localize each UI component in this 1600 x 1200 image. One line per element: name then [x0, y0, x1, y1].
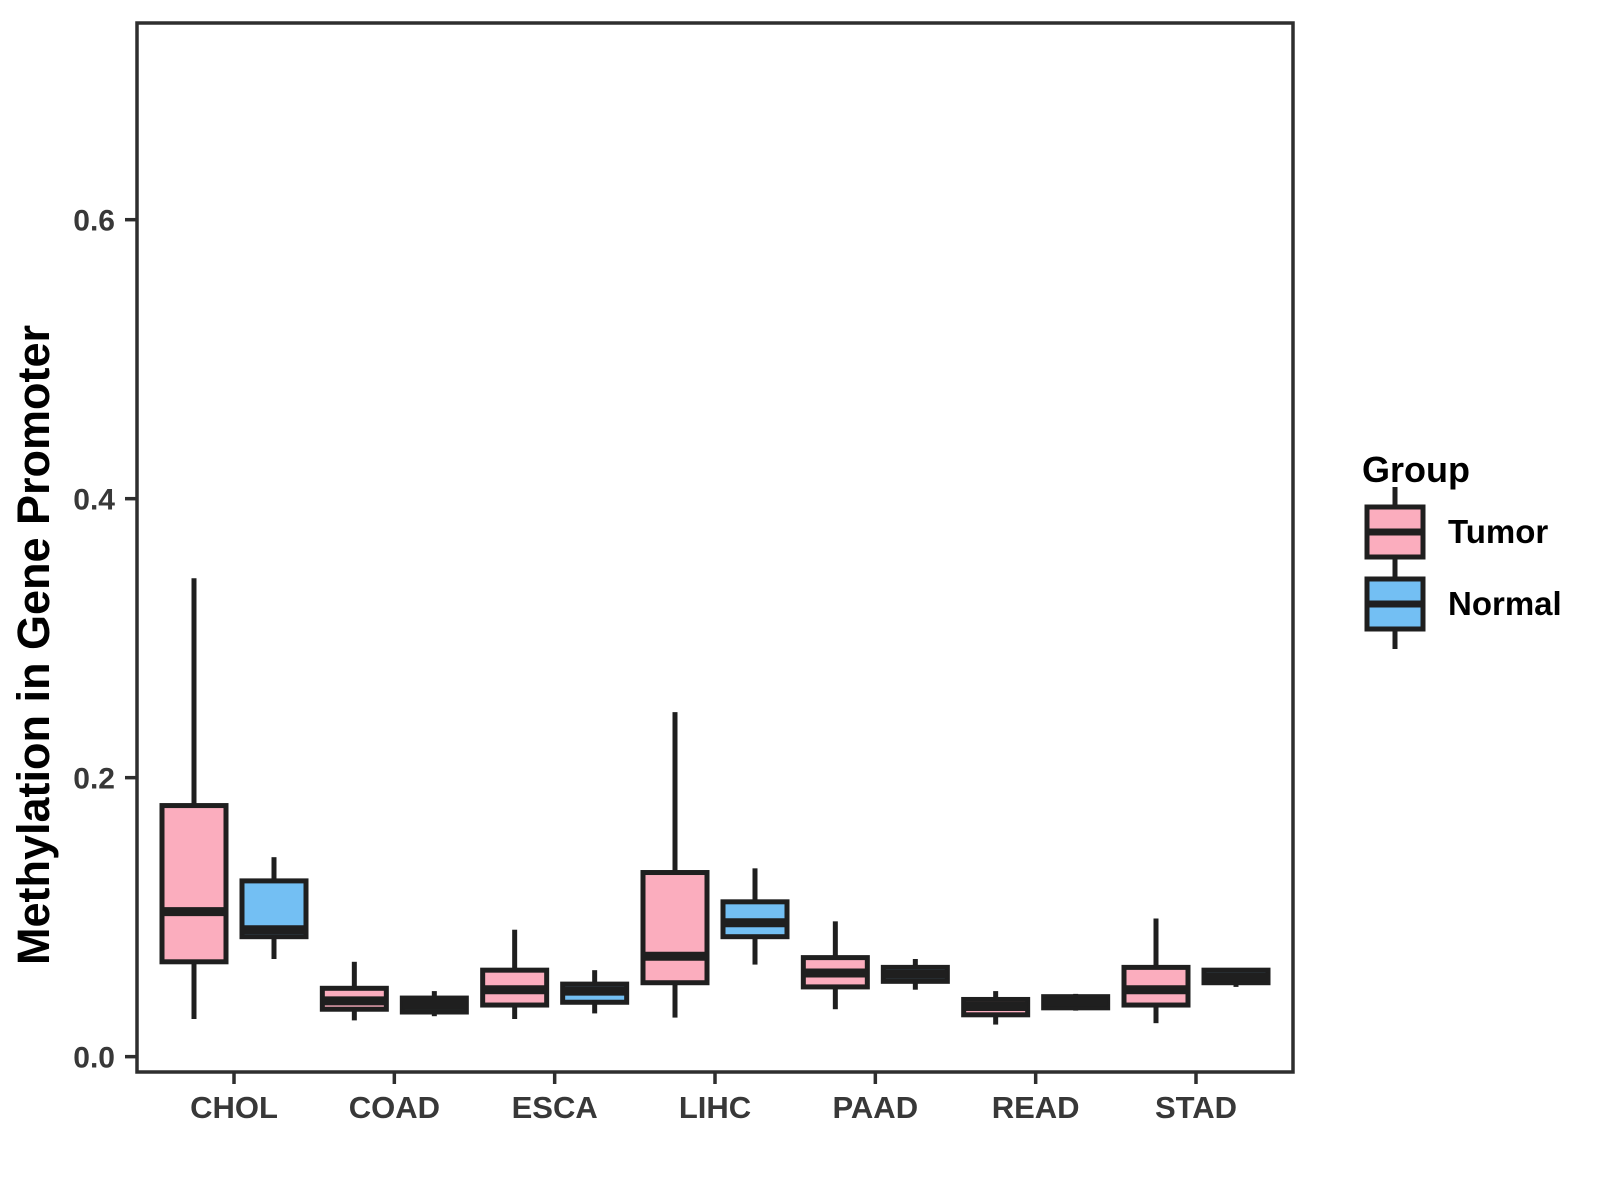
y-axis-title: Methylation in Gene Promoter: [8, 324, 59, 966]
y-tick-label: 0.0: [73, 1042, 115, 1075]
normal-boxplot-key-icon: [1364, 559, 1426, 649]
box-LIHC-tumor: [640, 870, 710, 986]
legend-item-tumor: Tumor: [1362, 487, 1562, 577]
x-tick-label-coad: COAD: [349, 1090, 440, 1125]
legend: Group Tumor Normal: [1362, 448, 1562, 649]
legend-title: Group: [1362, 449, 1470, 490]
legend-item-normal: Normal: [1362, 559, 1562, 649]
y-tick-label: 0.2: [73, 763, 115, 796]
x-tick-label-paad: PAAD: [833, 1090, 919, 1125]
y-tick-label: 0.6: [73, 205, 115, 238]
legend-item-label: Normal: [1448, 585, 1562, 622]
panel-border: [135, 21, 1295, 1074]
y-tick-label: 0.4: [73, 484, 115, 517]
x-tick-label-lihc: LIHC: [679, 1090, 751, 1125]
legend-item-label: Tumor: [1448, 513, 1549, 550]
x-tick-label-read: READ: [992, 1090, 1080, 1125]
tumor-boxplot-key-icon: [1364, 487, 1426, 577]
x-tick-label-chol: CHOL: [190, 1090, 278, 1125]
x-tick-label-esca: ESCA: [512, 1090, 598, 1125]
box-CHOL-tumor: [159, 803, 229, 965]
x-tick-label-stad: STAD: [1155, 1090, 1237, 1125]
